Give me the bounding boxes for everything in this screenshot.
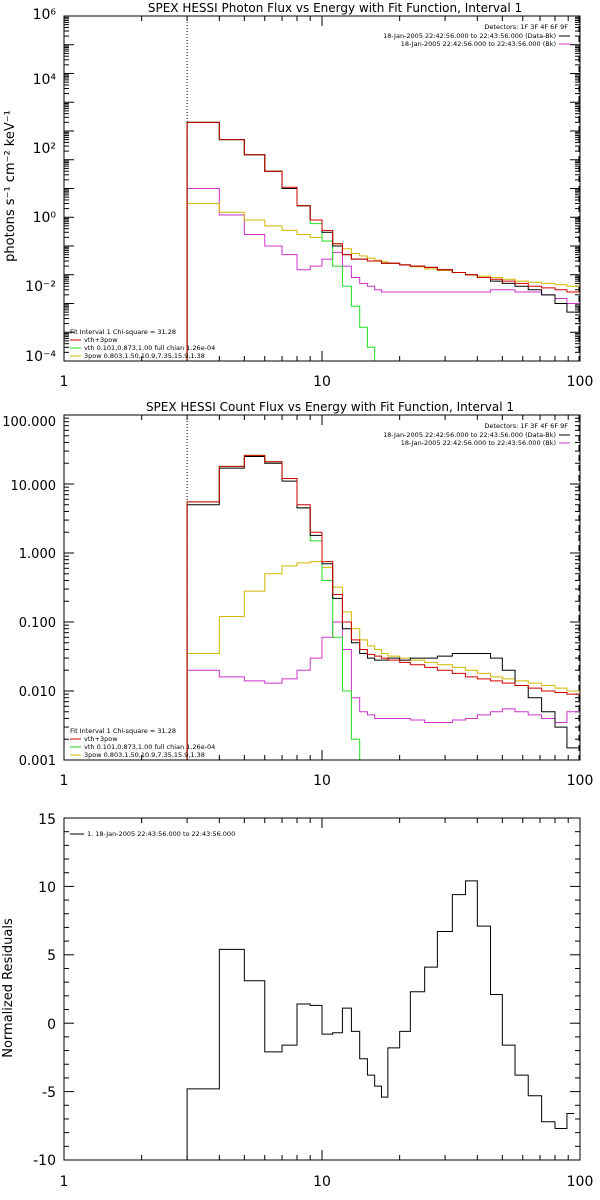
y-tick-label: 0.010 xyxy=(19,685,56,700)
y-tick-label: 1.000 xyxy=(19,547,56,562)
y-tick-label: 10⁻² xyxy=(25,279,56,295)
tick-labels: 1 10 100 0.001 0.010 0.100 1.000 10.000 … xyxy=(2,415,593,789)
legend-entry: Detectors: 1F 3F 4F 6F 9F xyxy=(484,422,568,430)
x-tick-label: 10 xyxy=(313,374,331,390)
y-tick-label: 10² xyxy=(33,141,56,157)
axis-ticks xyxy=(63,15,581,362)
legend-entry: 18-Jan-2005 22:42:56.000 to 22:43:56.000… xyxy=(401,40,556,48)
legend-entry: 3pow 0.803,1.50,10.9,7.35,15.9,1.38 xyxy=(84,352,205,360)
series-line xyxy=(186,121,580,361)
x-tick-label: 10 xyxy=(313,773,331,789)
tick-labels: 1 10 100 -10 -5 0 5 10 15 xyxy=(33,812,593,1190)
y-axis-label: Normalized Residuals xyxy=(1,918,16,1058)
x-tick-label: 100 xyxy=(567,374,594,390)
x-tick-label: 10 xyxy=(313,1174,331,1190)
marker-lines xyxy=(186,16,580,361)
legend-top-right: Detectors: 1F 3F 4F 6F 9F 18-Jan-2005 22… xyxy=(383,23,568,48)
y-tick-label: 0 xyxy=(47,1017,56,1033)
y-tick-label: 5 xyxy=(47,948,56,964)
y-tick-label: 10⁴ xyxy=(33,72,57,88)
y-tick-label: 15 xyxy=(38,812,56,828)
plot-frame xyxy=(63,817,581,1161)
legend-entry: 1. 18-Jan-2005 22:43:56.000 to 22:43:56.… xyxy=(87,830,235,838)
y-axis-label: photons s⁻¹ cm⁻² keV⁻¹ xyxy=(3,110,18,262)
tick-labels: 1 10 100 10⁻⁴ 10⁻² 10⁰ 10² 10⁴ 10⁶ xyxy=(25,7,593,390)
series-group xyxy=(186,880,575,1160)
marker-lines xyxy=(186,415,580,760)
series-line xyxy=(186,880,575,1160)
x-tick-label: 100 xyxy=(567,1174,594,1190)
series-line xyxy=(186,456,580,760)
x-tick-label: 1 xyxy=(60,1174,69,1190)
plot-frame xyxy=(63,414,581,761)
legend-entry: 18-Jan-2005 22:42:56.000 to 22:43:56.000… xyxy=(383,32,556,40)
y-tick-label: 0.100 xyxy=(19,616,56,631)
legend-top-left: 1. 18-Jan-2005 22:43:56.000 to 22:43:56.… xyxy=(70,830,235,838)
series-line xyxy=(186,621,580,760)
series-line xyxy=(186,454,580,761)
series-line xyxy=(186,121,580,362)
x-tick-label: 1 xyxy=(60,773,69,789)
legend-entry: vth+3pow xyxy=(84,735,118,743)
axis-ticks xyxy=(63,414,581,761)
y-tick-label: 10⁻⁴ xyxy=(25,349,56,365)
series-group xyxy=(186,121,580,362)
plot-frame xyxy=(63,15,581,362)
series-line xyxy=(186,454,580,760)
legend-top-right: Detectors: 1F 3F 4F 6F 9F 18-Jan-2005 22… xyxy=(383,422,568,447)
legend-entry: Fit Interval 1 Chi-square = 31.28 xyxy=(70,727,176,735)
legend-entry: vth+3pow xyxy=(84,336,118,344)
y-tick-label: 10.000 xyxy=(11,479,57,494)
legend-entry: 3pow 0.803,1.50,10.9,7.35,15.9,1.38 xyxy=(84,751,205,759)
legend-top-right-swatches xyxy=(559,35,570,45)
legend-top-right-swatches xyxy=(559,434,570,444)
count-flux-panel: SPEX HESSI Count Flux vs Energy with Fit… xyxy=(2,400,593,789)
y-tick-label: 10⁶ xyxy=(33,7,57,23)
legend-entry: 18-Jan-2005 22:42:56.000 to 22:43:56.000… xyxy=(401,439,556,447)
legend-entry: Detectors: 1F 3F 4F 6F 9F xyxy=(484,23,568,31)
legend-bottom-left: Fit Interval 1 Chi-square = 31.28 vth+3p… xyxy=(70,328,215,360)
legend-entry: vth 0.101,0.873,1.00 full chian 1.26e-04 xyxy=(84,743,215,751)
y-tick-label: 0.001 xyxy=(19,754,56,769)
legend-entry: 18-Jan-2005 22:42:56.000 to 22:43:56.000… xyxy=(383,431,556,439)
y-tick-label: 10 xyxy=(38,880,56,896)
legend-bottom-left: Fit Interval 1 Chi-square = 31.28 vth+3p… xyxy=(70,727,215,759)
x-tick-label: 1 xyxy=(60,374,69,390)
y-tick-label: 10⁰ xyxy=(33,210,57,226)
series-line xyxy=(186,188,580,361)
y-tick-label: -10 xyxy=(33,1153,56,1169)
series-line xyxy=(186,561,580,760)
y-tick-label: -5 xyxy=(42,1085,56,1101)
axis-ticks xyxy=(63,817,581,1161)
legend-entry: Fit Interval 1 Chi-square = 31.28 xyxy=(70,328,176,336)
chart-title: SPEX HESSI Count Flux vs Energy with Fit… xyxy=(146,400,514,414)
series-line xyxy=(186,121,580,361)
legend-entry: vth 0.101,0.873,1.00 full chian 1.26e-04 xyxy=(84,344,215,352)
y-tick-label: 100.000 xyxy=(2,415,56,430)
chart-title: SPEX HESSI Photon Flux vs Energy with Fi… xyxy=(148,1,522,15)
photon-flux-panel: SPEX HESSI Photon Flux vs Energy with Fi… xyxy=(3,1,593,390)
series-line xyxy=(186,203,580,361)
residuals-panel: Normalized Residuals 1 10 100 -10 -5 0 5… xyxy=(1,812,593,1190)
series-group xyxy=(186,454,580,761)
x-tick-label: 100 xyxy=(567,773,594,789)
